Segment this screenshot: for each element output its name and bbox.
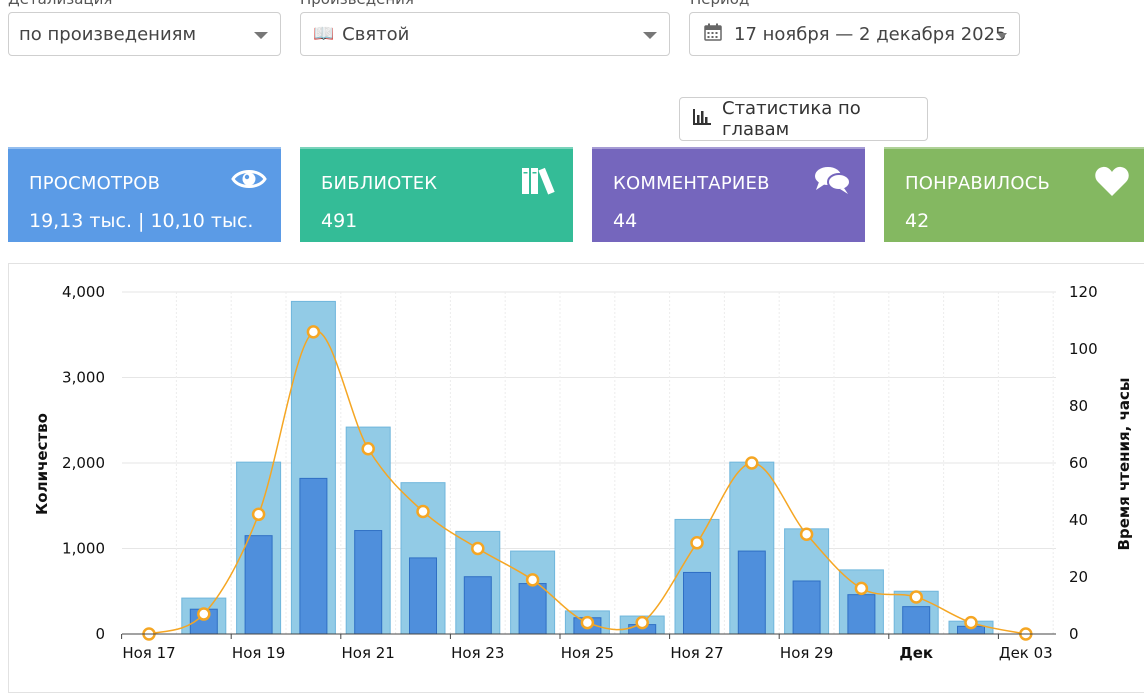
chapter-stats-button[interactable]: Статистика по главам — [679, 97, 928, 141]
reading-time-point — [854, 581, 869, 596]
bar-unique — [902, 606, 931, 635]
bar-unique — [409, 557, 437, 635]
comments-card-title: КОММЕНТАРИЕВ — [613, 173, 770, 194]
work-select[interactable]: 📖 Святой — [300, 12, 670, 56]
period-label: Период — [690, 0, 749, 8]
chart-svg: 0 1,000 2,000 3,000 4,000 0 20 40 60 80 100 120 Ноя … — [33, 283, 1133, 662]
likes-card-title: ПОНРАВИЛОСЬ — [905, 173, 1051, 194]
reading-time-point — [580, 615, 595, 630]
libraries-card-title: БИБЛИОТЕК — [321, 173, 438, 194]
reading-time-point — [416, 504, 430, 519]
x-tick-label: Ноя 17 — [122, 644, 175, 662]
bar-unique — [737, 550, 766, 635]
x-tick-label: Дек 03 — [999, 644, 1053, 662]
reading-time-point — [471, 541, 485, 556]
bar-unique — [518, 583, 547, 635]
comments-card-value: 44 — [613, 210, 638, 232]
reading-time-point — [909, 590, 923, 604]
reading-time-point — [799, 527, 814, 541]
heart-icon — [1094, 165, 1130, 201]
y-tick-label: 3,000 — [62, 369, 105, 387]
bar-unique — [683, 571, 711, 635]
y-tick-label: 0 — [95, 625, 105, 643]
libraries-card-value: 491 — [321, 210, 358, 232]
libraries-card: БИБЛИОТЕК 491 — [300, 147, 573, 242]
y2-tick-label: 40 — [1069, 511, 1088, 529]
period-value: 17 ноября — 2 декабря 2025 — [734, 23, 1007, 45]
reading-time-point — [690, 536, 704, 550]
reading-time-point — [361, 442, 375, 456]
y2-tick-label: 100 — [1069, 340, 1098, 358]
x-tick-label: Ноя 29 — [780, 644, 833, 662]
calendar-icon — [704, 23, 722, 46]
bar-unique — [354, 530, 383, 635]
x-tick-label: Ноя 19 — [232, 644, 285, 662]
y2-tick-label: 80 — [1069, 397, 1088, 415]
likes-card-value: 42 — [905, 210, 930, 232]
detail-select[interactable]: по произведениям — [8, 12, 281, 56]
y2-tick-label: 20 — [1069, 568, 1088, 586]
reading-time-point — [745, 456, 759, 470]
x-tick-label: Ноя 27 — [670, 644, 723, 662]
chapter-stats-label: Статистика по главам — [722, 98, 861, 140]
chart-bars — [181, 300, 994, 635]
x-tick-label: Ноя 23 — [451, 644, 504, 662]
bar-unique — [463, 576, 492, 635]
chevron-down-icon — [643, 32, 657, 39]
y2-axis-label: Время чтения, часы — [1115, 378, 1133, 551]
x-tick-label: Дек — [899, 644, 933, 662]
reading-time-point — [525, 573, 540, 587]
reading-time-point — [306, 325, 321, 339]
chevron-down-icon — [254, 32, 268, 39]
y2-tick-label: 120 — [1069, 283, 1098, 301]
reading-time-point — [964, 615, 978, 630]
views-card-value: 19,13 тыс. | 10,10 тыс. — [29, 210, 254, 232]
period-picker[interactable]: 17 ноября — 2 декабря 2025 — [689, 12, 1020, 56]
work-select-value: Святой — [342, 23, 410, 45]
y2-tick-label: 0 — [1069, 625, 1079, 643]
bar-unique — [299, 477, 328, 635]
x-tick-label: Ноя 25 — [561, 644, 614, 662]
views-card: ПРОСМОТРОВ 19,13 тыс. | 10,10 тыс. — [8, 147, 281, 242]
books-icon — [521, 165, 559, 199]
y2-tick-label: 60 — [1069, 454, 1088, 472]
chevron-down-icon — [997, 33, 1007, 39]
chart-line — [142, 325, 1033, 641]
y-tick-label: 1,000 — [62, 540, 105, 558]
book-icon: 📖 — [313, 24, 335, 44]
y-tick-label: 4,000 — [62, 283, 105, 301]
comments-card: КОММЕНТАРИЕВ 44 — [592, 147, 865, 242]
stats-chart: 0 1,000 2,000 3,000 4,000 0 20 40 60 80 100 120 Ноя … — [8, 263, 1144, 693]
reading-time-point — [197, 607, 211, 621]
detail-select-value: по произведениям — [19, 23, 197, 45]
x-tick-label: Ноя 21 — [342, 644, 395, 662]
bar-unique — [847, 594, 876, 635]
bar-unique — [792, 580, 821, 635]
y-tick-label: 2,000 — [62, 454, 105, 472]
comments-icon — [813, 165, 851, 199]
views-card-title: ПРОСМОТРОВ — [29, 173, 161, 194]
detail-label: Детализация — [8, 0, 112, 8]
likes-card: ПОНРАВИЛОСЬ 42 — [884, 147, 1144, 242]
y-axis-label: Количество — [33, 413, 51, 515]
reading-time-point — [635, 615, 649, 630]
bar-unique — [244, 535, 273, 635]
reading-time-point — [251, 507, 266, 522]
work-label: Произведения — [300, 0, 414, 8]
bar-chart-icon — [692, 108, 712, 131]
chart-axes: 0 1,000 2,000 3,000 4,000 0 20 40 60 80 100 120 Ноя … — [62, 283, 1098, 662]
eye-icon — [231, 165, 267, 197]
